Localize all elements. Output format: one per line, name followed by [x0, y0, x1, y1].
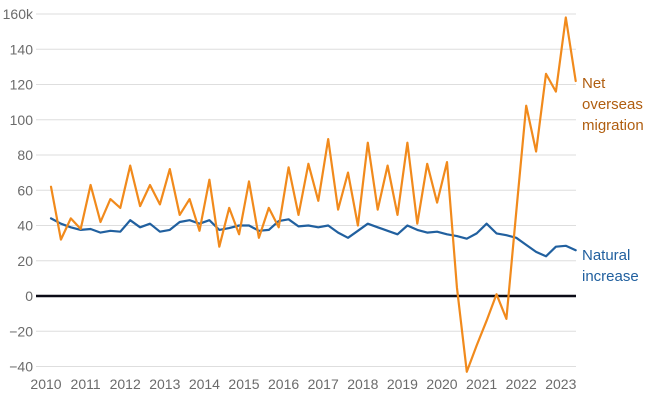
y-axis-tick-label: 140 [10, 41, 34, 57]
x-axis-year-label: 2018 [347, 376, 378, 392]
y-axis-tick-label: −40 [9, 359, 33, 375]
y-axis-tick-label: 40 [17, 218, 33, 234]
x-axis-year-label: 2019 [387, 376, 418, 392]
x-axis-year-label: 2016 [268, 376, 299, 392]
x-axis-year-label: 2010 [30, 376, 61, 392]
net-overseas-migration-line [49, 16, 577, 373]
natural-increase-line [49, 217, 577, 258]
legend-natural-increase: Natural increase [582, 247, 639, 285]
legend-net-overseas-migration: Net overseas migration [582, 75, 644, 134]
x-axis-year-label: 2013 [149, 376, 180, 392]
x-axis-year-label: 2022 [506, 376, 537, 392]
x-axis-year-label: 2014 [189, 376, 220, 392]
y-axis-tick-label: 160k [3, 6, 34, 22]
y-axis-tick-label: 80 [17, 147, 33, 163]
y-axis-tick-label: 100 [10, 112, 34, 128]
x-axis-year-label: 2021 [466, 376, 497, 392]
x-axis-year-label: 2020 [426, 376, 457, 392]
y-axis-tick-label: −20 [9, 323, 33, 339]
y-axis-tick-label: 20 [17, 253, 33, 269]
x-axis-year-label: 2017 [308, 376, 339, 392]
x-axis-year-label: 2015 [228, 376, 259, 392]
y-axis-tick-label: 120 [10, 77, 34, 93]
y-axis-tick-label: 60 [17, 182, 33, 198]
x-axis-year-label: 2011 [71, 376, 101, 392]
y-axis-tick-label: 0 [25, 288, 33, 304]
x-axis-year-label: 2012 [110, 376, 141, 392]
x-axis-year-label: 2023 [545, 376, 576, 392]
